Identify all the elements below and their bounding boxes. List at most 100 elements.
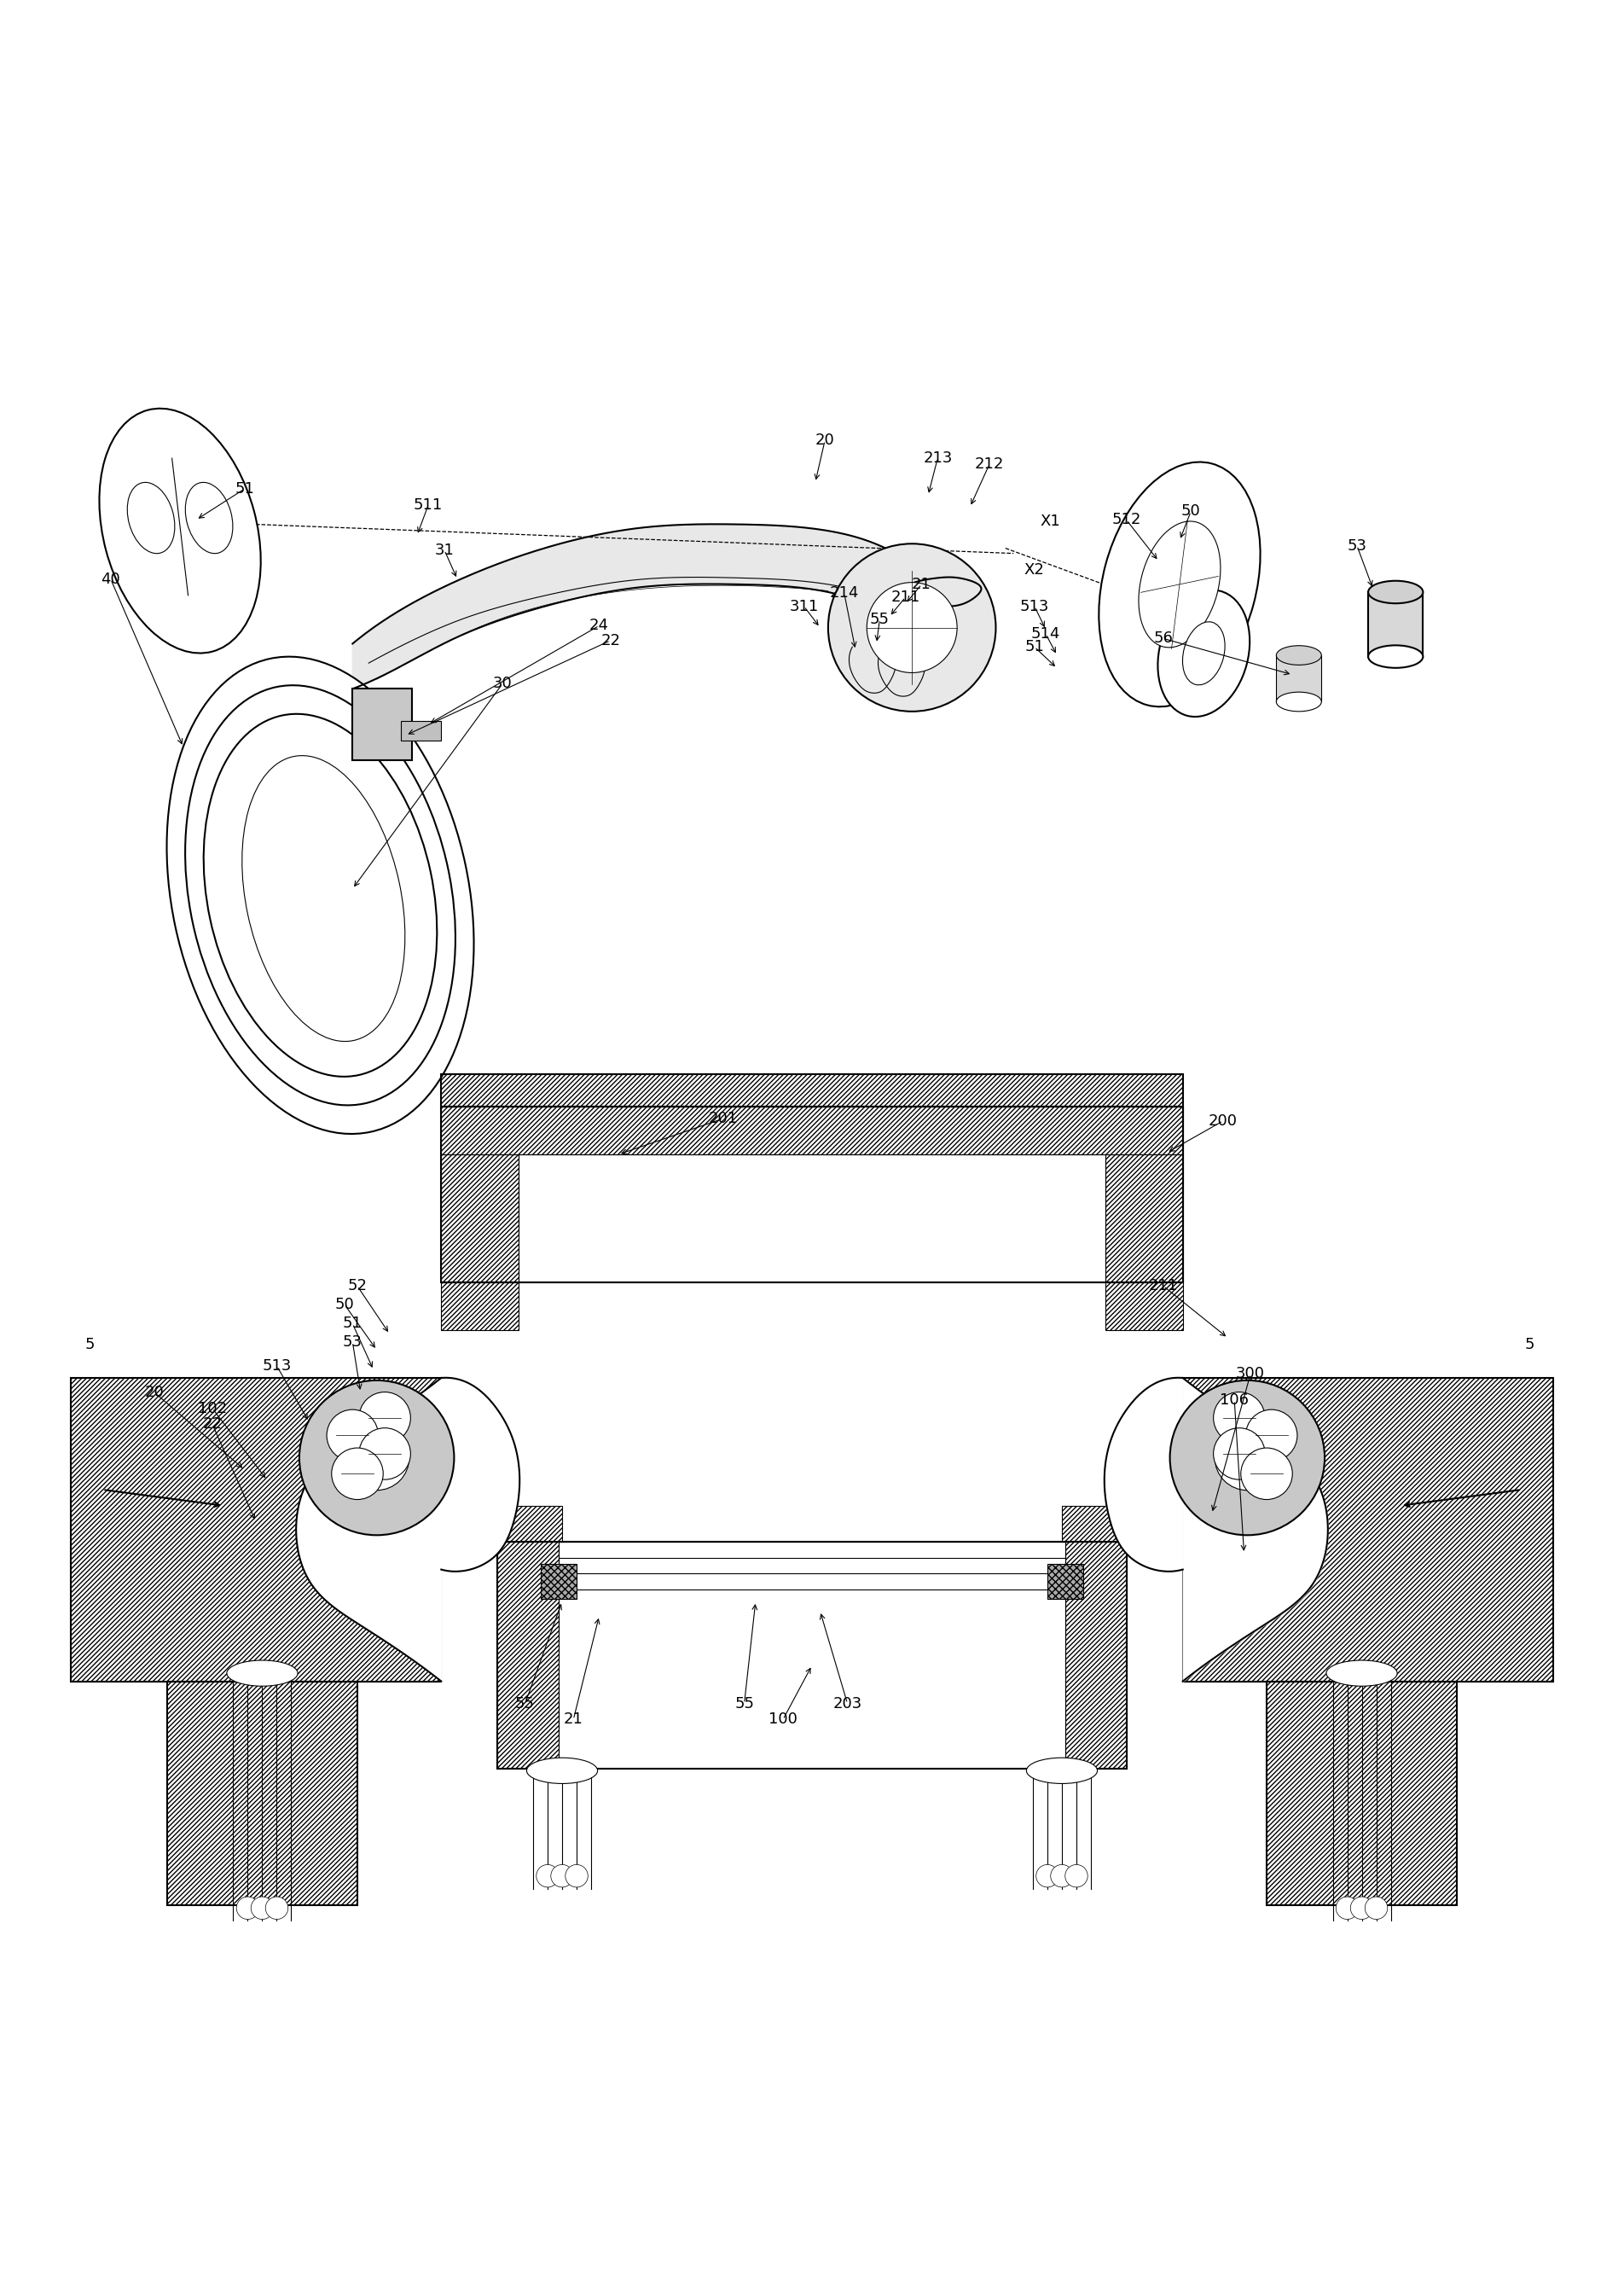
Circle shape	[1364, 1896, 1387, 1919]
Bar	[497, 1542, 559, 1770]
Ellipse shape	[1327, 1660, 1397, 1686]
Circle shape	[326, 1409, 378, 1462]
Text: 21: 21	[564, 1713, 583, 1727]
Text: X2: X2	[1025, 562, 1044, 578]
Circle shape	[359, 1391, 411, 1443]
Ellipse shape	[1158, 589, 1250, 717]
Circle shape	[299, 1380, 455, 1535]
Text: 31: 31	[435, 544, 455, 557]
Text: 55: 55	[734, 1697, 754, 1711]
Bar	[442, 1105, 1182, 1281]
Ellipse shape	[227, 1660, 297, 1686]
Polygon shape	[1104, 1377, 1182, 1571]
Bar	[497, 1505, 562, 1542]
Bar	[442, 1153, 518, 1281]
Circle shape	[1213, 1428, 1265, 1480]
Text: 512: 512	[1112, 512, 1142, 528]
Text: 106: 106	[1220, 1393, 1249, 1407]
Text: 50: 50	[1181, 505, 1200, 518]
Text: 51: 51	[1025, 640, 1044, 656]
Circle shape	[1213, 1391, 1265, 1443]
Text: 52: 52	[348, 1279, 367, 1293]
Text: 514: 514	[1031, 626, 1060, 642]
Circle shape	[1065, 1864, 1088, 1887]
Text: 53: 53	[343, 1334, 362, 1350]
Text: 51: 51	[235, 482, 255, 496]
Text: 55: 55	[515, 1697, 534, 1711]
Bar	[1182, 1377, 1554, 1681]
Polygon shape	[879, 651, 926, 697]
Circle shape	[536, 1864, 559, 1887]
Text: 22: 22	[203, 1416, 222, 1432]
Ellipse shape	[1367, 646, 1423, 667]
Bar	[1267, 1681, 1457, 1905]
Text: 30: 30	[492, 676, 512, 692]
Circle shape	[1246, 1409, 1298, 1462]
Circle shape	[331, 1448, 383, 1501]
Polygon shape	[401, 722, 442, 740]
Text: 102: 102	[198, 1400, 227, 1416]
Text: 513: 513	[1020, 598, 1049, 614]
Ellipse shape	[167, 658, 474, 1133]
Polygon shape	[849, 646, 896, 692]
Text: 311: 311	[789, 598, 818, 614]
Bar	[442, 1281, 518, 1329]
Bar	[442, 1073, 1182, 1105]
Bar	[352, 690, 412, 761]
Bar	[167, 1681, 357, 1905]
Circle shape	[867, 582, 957, 674]
Ellipse shape	[99, 409, 261, 653]
Text: 300: 300	[1236, 1366, 1265, 1382]
Ellipse shape	[1276, 692, 1322, 710]
Circle shape	[1051, 1864, 1073, 1887]
Bar	[1367, 592, 1423, 656]
Text: 211: 211	[892, 589, 921, 605]
Polygon shape	[352, 523, 931, 690]
Bar	[1106, 1153, 1182, 1281]
Circle shape	[237, 1896, 260, 1919]
Bar	[70, 1377, 442, 1681]
Circle shape	[1337, 1896, 1359, 1919]
Ellipse shape	[185, 482, 232, 553]
Text: 24: 24	[590, 619, 609, 633]
Text: 211: 211	[1148, 1279, 1177, 1293]
Text: 5: 5	[84, 1336, 94, 1352]
Text: 214: 214	[830, 585, 859, 601]
Bar	[1065, 1542, 1127, 1770]
Ellipse shape	[1026, 1759, 1098, 1784]
Ellipse shape	[1276, 646, 1322, 665]
Ellipse shape	[1182, 621, 1224, 685]
Ellipse shape	[526, 1759, 598, 1784]
Ellipse shape	[1367, 580, 1423, 603]
Text: 20: 20	[815, 434, 835, 448]
Text: 203: 203	[833, 1697, 862, 1711]
Ellipse shape	[1138, 521, 1221, 646]
Circle shape	[1215, 1425, 1280, 1489]
Bar	[541, 1565, 577, 1599]
Circle shape	[252, 1896, 273, 1919]
Bar	[1106, 1281, 1182, 1329]
Circle shape	[1169, 1380, 1325, 1535]
Circle shape	[1241, 1448, 1293, 1501]
Circle shape	[344, 1425, 409, 1489]
Bar	[559, 1542, 1065, 1770]
Ellipse shape	[203, 715, 437, 1076]
Circle shape	[1036, 1864, 1059, 1887]
Bar	[518, 1153, 1106, 1281]
Bar	[442, 1105, 1182, 1153]
Bar	[1276, 656, 1322, 701]
Text: 55: 55	[870, 612, 890, 626]
Circle shape	[265, 1896, 287, 1919]
Circle shape	[551, 1864, 573, 1887]
Polygon shape	[890, 578, 981, 605]
Text: 212: 212	[974, 457, 1004, 473]
Text: 22: 22	[601, 633, 620, 649]
Circle shape	[828, 544, 996, 710]
Bar	[1062, 1505, 1127, 1542]
Text: 5: 5	[1525, 1336, 1535, 1352]
Circle shape	[565, 1864, 588, 1887]
Text: 513: 513	[261, 1359, 291, 1373]
Text: 40: 40	[101, 571, 120, 587]
Text: 213: 213	[922, 450, 952, 466]
Text: 200: 200	[1208, 1112, 1237, 1128]
